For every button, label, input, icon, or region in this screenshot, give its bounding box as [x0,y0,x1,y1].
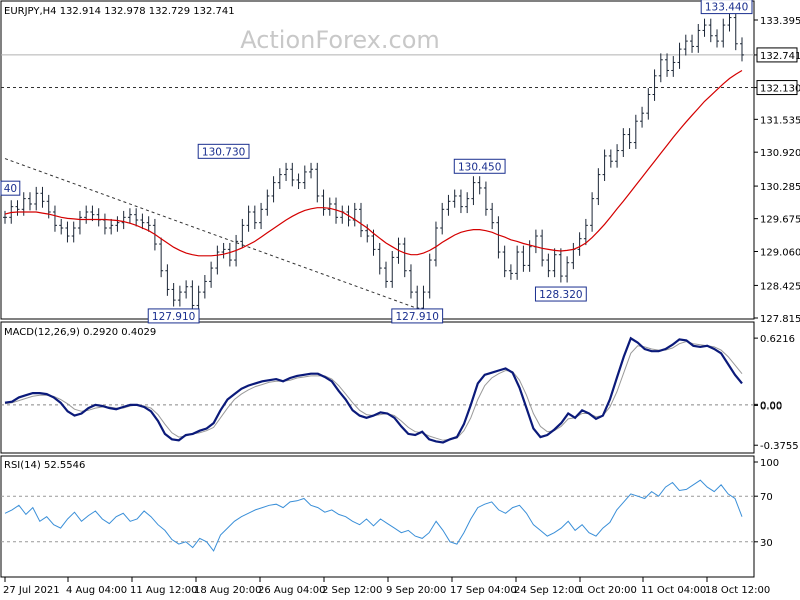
annotation-box [197,143,250,159]
price-axis-label: 129.675 [760,215,800,226]
price-layer: 40 130.730 127.910 127.910 130.450 128.320 133… [0,0,754,324]
price-axis-label: 130.920 [760,148,800,159]
annotation-box [534,286,587,302]
macd-line [4,336,743,444]
time-axis-label: 26 Aug 04:00 [258,585,325,596]
macd-header: MACD(12,26,9) 0.2920 0.4029 [4,327,156,338]
annotation-box [391,308,444,324]
time-axis-label: 1 Oct 20:00 [578,585,637,596]
rsi-axis-label: 100 [760,458,779,469]
annotation-box [453,158,506,174]
price-axis-label: 131.535 [760,115,800,126]
macd-signal-line [4,340,743,441]
ema-line [4,69,743,257]
annotation-label: 133.440 [705,2,748,14]
rsi-line [4,479,743,552]
annotation-box [0,180,21,196]
time-axis-label: 24 Sep 12:00 [514,585,581,596]
time-axis-label: 11 Oct 04:00 [641,585,706,596]
annotation-label: 40 [4,183,17,195]
annotation-box [147,308,200,324]
price-axis-label: 129.060 [760,248,800,259]
rsi-axis-label: 30 [760,538,773,549]
rsi-layer [1,479,754,552]
annotation-label: 127.910 [152,311,195,323]
time-axis-label: 11 Aug 12:00 [130,585,197,596]
macd-axis-label: 0.00 [760,400,782,411]
rsi-axis-label: 70 [760,492,773,503]
macd-panel [0,321,755,454]
time-axis-label: 2 Sep 12:00 [322,585,382,596]
annotation-label: 130.450 [458,161,501,173]
price-axis-label: 132.130 [760,84,800,95]
price-axis-label: 127.815 [760,314,800,325]
time-axis-label: 4 Aug 04:00 [66,585,127,596]
macd-layer [1,336,754,444]
annotation-label: 127.910 [396,311,439,323]
price-axis-label: 130.285 [760,182,800,193]
annotation-label: 130.730 [202,146,245,158]
annotation-box [700,0,753,15]
annotation-label: 128.320 [539,289,582,301]
axis-layer: 133.395 132.741 132.130 131.535 130.920 130.2… [3,16,800,596]
price-axis-label: 132.741 [760,51,800,62]
macd-axis-label: -0.3755 [760,441,799,452]
time-axis-label: 17 Sep 04:00 [450,585,517,596]
rsi-header: RSI(14) 52.5546 [4,460,85,471]
price-header: EURJPY,H4 132.914 132.978 132.729 132.74… [4,6,235,17]
price-axis-label: 128.425 [760,281,800,292]
time-axis-label: 9 Sep 20:00 [386,585,446,596]
macd-axis-label: 0.6216 [760,334,795,345]
time-axis-label: 27 Jul 2021 [3,585,60,596]
time-axis-label: 18 Oct 12:00 [705,585,770,596]
price-axis-label: 133.395 [760,16,800,27]
price-label-box [756,80,798,96]
price-panel [0,0,755,320]
macd-axis-label: 0.00 [760,401,782,412]
watermark: ActionForex.com [240,26,440,54]
time-axis-label: 18 Aug 20:00 [194,585,261,596]
price-label-box [756,47,798,63]
rsi-panel [0,455,755,578]
